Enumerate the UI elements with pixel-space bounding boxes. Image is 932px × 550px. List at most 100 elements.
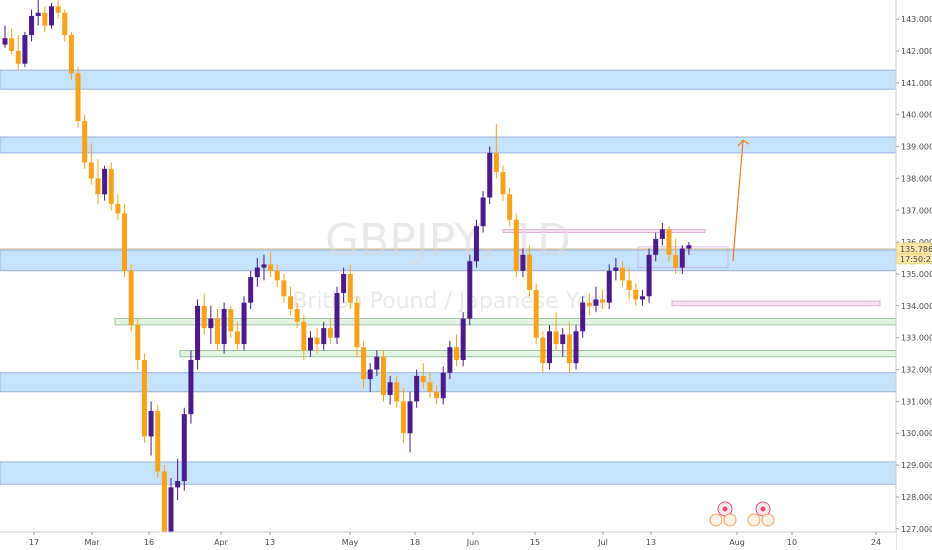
candle — [168, 477, 174, 539]
support-zone — [0, 136, 897, 154]
candle-body — [241, 302, 247, 345]
candle-body — [288, 296, 294, 310]
zones-layer — [0, 69, 897, 485]
projection-layer — [732, 139, 750, 262]
candle-body — [82, 121, 88, 163]
candle — [606, 264, 612, 310]
candle — [653, 232, 659, 262]
countdown-label: 17:50:22 — [900, 255, 932, 264]
candle-body — [9, 38, 15, 51]
candle-body — [175, 481, 181, 488]
time-tick-label: Mar — [84, 538, 100, 547]
candle-body — [487, 152, 493, 198]
candle-body — [327, 328, 333, 338]
candle-body — [553, 331, 559, 345]
candle — [228, 305, 234, 338]
event-marker-icon[interactable] — [747, 513, 761, 527]
candle — [434, 385, 440, 405]
price-axis[interactable]: 127.000 128.000 129.000 130.000 131.000 132.0… — [895, 0, 932, 550]
last-price-label: 135.786 — [900, 245, 932, 254]
candle — [334, 286, 340, 345]
candle — [301, 315, 307, 360]
price-tick-label: 135.000 — [901, 270, 932, 279]
candle-body — [195, 305, 201, 360]
candle-body — [314, 337, 320, 345]
candle-body — [55, 6, 61, 13]
candle-body — [414, 375, 420, 402]
time-tick-label: 15 — [530, 538, 540, 547]
resistance-line — [502, 229, 706, 233]
event-badge[interactable] — [755, 501, 771, 517]
candle-body — [48, 6, 54, 26]
price-tick-label: 132.000 — [901, 366, 932, 375]
candle-body — [586, 302, 592, 306]
event-badge-dot — [760, 506, 766, 512]
candle-body — [141, 359, 147, 437]
candle-body — [361, 347, 367, 380]
resistance-line — [671, 300, 881, 307]
candle — [161, 465, 167, 542]
candle — [48, 3, 54, 29]
support-zone — [0, 461, 897, 485]
candle — [407, 391, 413, 453]
candle-body — [181, 414, 187, 482]
candle-body — [606, 270, 612, 303]
candle-body — [520, 254, 526, 271]
candle-body — [254, 267, 260, 278]
candle — [82, 114, 88, 169]
candle-body — [673, 254, 679, 268]
candle — [2, 25, 8, 48]
candle-body — [507, 194, 513, 220]
candle-body — [633, 289, 639, 300]
candle-body — [29, 15, 35, 36]
candle-body — [95, 178, 101, 195]
candle — [367, 363, 373, 392]
candle — [188, 350, 194, 424]
price-tick-label: 143.000 — [901, 15, 932, 24]
candle-body — [122, 213, 128, 271]
event-marker-icon[interactable] — [723, 513, 737, 527]
candle — [460, 312, 466, 367]
price-tick-label: 136.000 — [901, 238, 932, 247]
candle-body — [102, 168, 108, 195]
candle-body — [666, 229, 672, 255]
candle — [427, 372, 433, 399]
candle — [374, 350, 380, 376]
price-tick-label: 141.000 — [901, 79, 932, 88]
event-badge[interactable] — [717, 501, 733, 517]
candle-body — [500, 172, 506, 195]
candle — [454, 334, 460, 367]
candle — [527, 245, 533, 297]
candle-body — [686, 245, 692, 249]
event-marker-icon[interactable] — [761, 513, 775, 527]
candle — [546, 324, 552, 370]
candle — [88, 143, 94, 185]
candle — [95, 159, 101, 204]
indicator-badges[interactable] — [709, 501, 775, 527]
candle-body — [546, 331, 552, 364]
candle — [68, 31, 74, 80]
candle-body — [527, 254, 533, 290]
candle-body — [454, 347, 460, 360]
candle — [128, 264, 134, 332]
candle-body — [294, 309, 300, 322]
time-axis[interactable]: 17 Mar 16 Apr 13 May 18 Jun 15 Jul 13 Aug 10 24 — [0, 531, 896, 550]
candle-body — [88, 162, 94, 179]
candle — [327, 318, 333, 345]
candle-body — [580, 302, 586, 332]
event-marker-icon[interactable] — [709, 513, 723, 527]
time-tick-label: Apr — [214, 538, 229, 547]
candle-body — [22, 35, 28, 64]
candle — [626, 267, 632, 300]
event-badge-dot — [722, 506, 728, 512]
candle-body — [620, 267, 626, 281]
candle-body — [367, 369, 373, 380]
candle — [9, 28, 15, 55]
candle — [62, 9, 68, 42]
time-tick-label: May — [342, 538, 359, 547]
candle-body — [593, 299, 599, 306]
projection-arrow — [732, 140, 744, 262]
candle-body — [639, 296, 645, 300]
candle — [201, 293, 207, 335]
